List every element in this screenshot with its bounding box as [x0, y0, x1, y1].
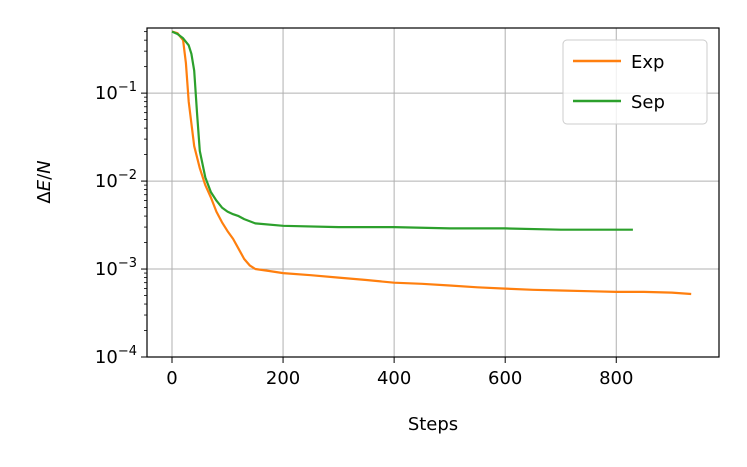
- x-tick-label: 800: [599, 368, 633, 389]
- x-tick-label: 0: [166, 368, 177, 389]
- legend: Exp Sep: [562, 39, 708, 125]
- ticks: 0 200 400 600 800 10−4 10−3 10−2 10−1: [95, 31, 633, 389]
- series-line-exp: [171, 30, 692, 296]
- series-layer: [171, 30, 692, 296]
- legend-label: Sep: [631, 92, 665, 113]
- plot-frame: [146, 27, 720, 358]
- x-tick-label: 600: [488, 368, 522, 389]
- series-line-sep: [171, 30, 633, 231]
- x-tick-label: 400: [377, 368, 411, 389]
- legend-label: Exp: [631, 52, 664, 73]
- y-tick-label: 10−4: [95, 344, 137, 368]
- y-tick-label: 10−3: [95, 256, 137, 280]
- y-tick-label: 10−2: [95, 168, 137, 192]
- y-axis-label: ΔE/N: [34, 160, 55, 203]
- y-tick-label: 10−1: [95, 80, 137, 104]
- x-tick-label: 200: [266, 368, 300, 389]
- x-axis-label: Steps: [408, 414, 458, 435]
